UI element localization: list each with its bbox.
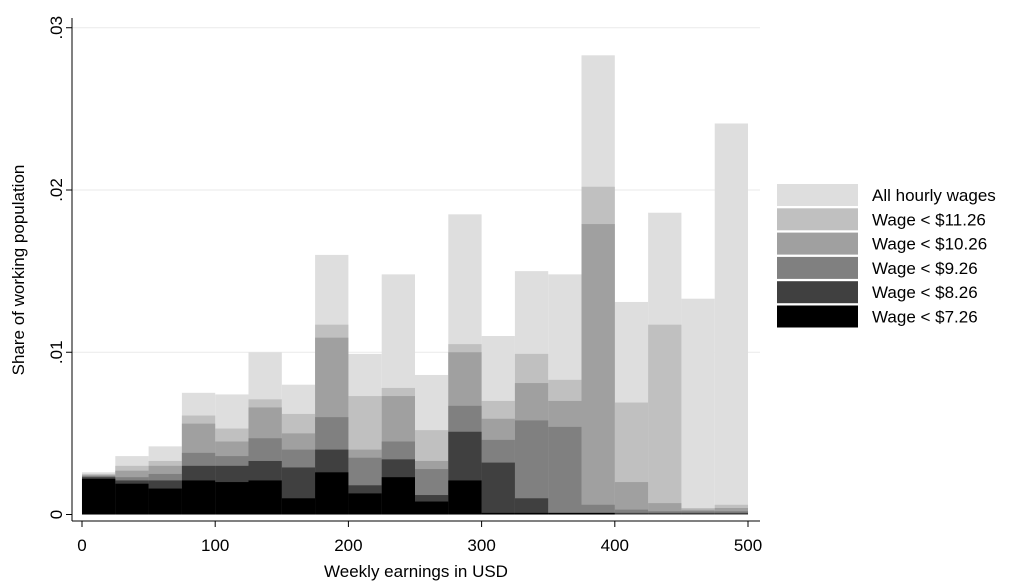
bar — [215, 482, 249, 515]
legend-swatch — [777, 208, 858, 231]
x-tick-label: 300 — [467, 536, 495, 555]
legend-swatch — [777, 305, 858, 328]
x-axis-title: Weekly earnings in USD — [324, 562, 508, 581]
y-axis-title: Share of working population — [9, 165, 28, 376]
legend-swatch — [777, 281, 858, 304]
bar — [714, 123, 749, 515]
bar — [81, 478, 116, 515]
bar — [514, 498, 549, 515]
bar — [248, 480, 282, 515]
x-tick-label: 200 — [334, 536, 362, 555]
bar — [681, 298, 715, 515]
bar — [581, 512, 615, 515]
bar — [281, 498, 316, 515]
legend-label: Wage < $8.26 — [872, 283, 978, 302]
bar — [614, 512, 649, 515]
bar — [581, 504, 615, 515]
bar — [381, 477, 416, 515]
bar — [115, 483, 149, 515]
bar — [681, 512, 715, 515]
bar — [714, 512, 749, 515]
x-tick-label: 100 — [201, 536, 229, 555]
bar — [448, 480, 482, 515]
bar — [548, 426, 582, 515]
legend-swatch — [777, 184, 858, 206]
legend-label: Wage < $7.26 — [872, 308, 978, 327]
legend-label: Wage < $10.26 — [872, 235, 987, 254]
bar — [648, 324, 682, 515]
legend-swatch — [777, 256, 858, 279]
legend-swatch — [777, 232, 858, 255]
bar — [614, 482, 649, 515]
x-tick-label: 0 — [77, 536, 86, 555]
bar — [481, 462, 515, 515]
x-tick-label: 500 — [734, 536, 762, 555]
bar — [548, 512, 582, 515]
bar — [415, 501, 449, 515]
x-tick-label: 400 — [601, 536, 629, 555]
legend-label: All hourly wages — [872, 186, 996, 205]
bar — [581, 224, 615, 515]
bar — [315, 472, 349, 515]
bar — [614, 509, 649, 515]
bar — [714, 508, 749, 515]
y-tick-label: 0 — [47, 510, 66, 519]
bar — [348, 493, 382, 515]
y-tick-label: .03 — [47, 16, 66, 40]
bar — [148, 488, 182, 515]
bar — [514, 512, 549, 515]
legend-label: Wage < $11.26 — [872, 210, 986, 229]
bar — [648, 503, 682, 515]
y-tick-label: .02 — [47, 178, 66, 202]
y-tick-label: .01 — [47, 340, 66, 364]
bar — [648, 512, 682, 515]
bar — [181, 480, 216, 515]
bar — [481, 512, 515, 515]
legend-label: Wage < $9.26 — [872, 259, 978, 278]
